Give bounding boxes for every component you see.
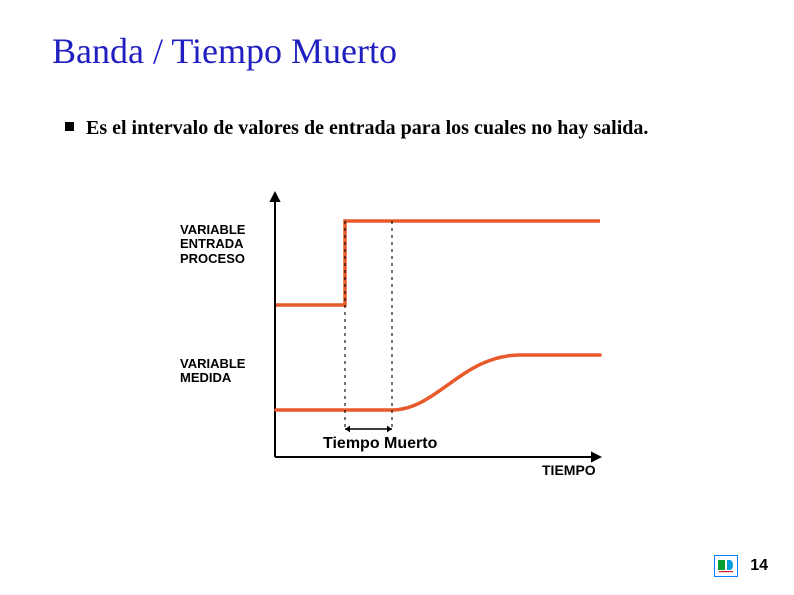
logo-icon (714, 555, 738, 577)
deadtime-chart: VARIABLEENTRADAPROCESO VARIABLEMEDIDA Ti… (180, 185, 630, 495)
bullet-icon (65, 122, 74, 131)
bullet-text: Es el intervalo de valores de entrada pa… (86, 116, 648, 141)
label-input-variable: VARIABLEENTRADAPROCESO (180, 223, 245, 266)
slide-title: Banda / Tiempo Muerto (52, 30, 397, 72)
label-measured-variable: VARIABLEMEDIDA (180, 357, 245, 386)
label-deadtime: Tiempo Muerto (323, 435, 437, 453)
bullet-item: Es el intervalo de valores de entrada pa… (65, 116, 705, 141)
page-number: 14 (750, 557, 768, 575)
slide: Banda / Tiempo Muerto Es el intervalo de… (0, 0, 794, 595)
label-x-axis: TIEMPO (542, 463, 596, 478)
